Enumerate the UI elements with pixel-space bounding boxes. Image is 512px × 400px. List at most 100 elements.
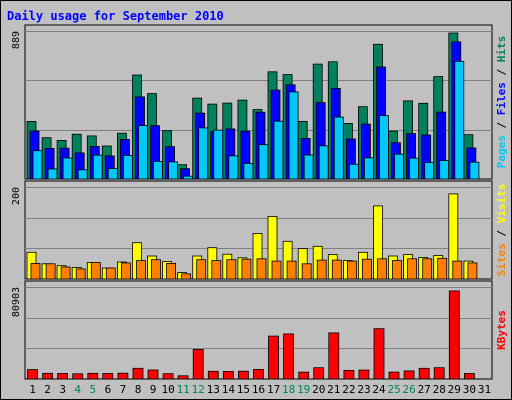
bar-pages-day-29: [454, 60, 465, 180]
bar-sites-day-9: [151, 259, 161, 280]
bar-kbytes-day-19: [298, 371, 310, 380]
x-tick-label-18: 18: [282, 383, 295, 396]
bar-sites-day-7: [121, 262, 131, 280]
bar-sites-day-14: [226, 259, 237, 280]
bar-kbytes-day-8: [132, 367, 144, 380]
bar-kbytes-day-23: [358, 369, 370, 380]
bar-kbytes-day-6: [102, 373, 114, 380]
x-tick-label-12: 12: [192, 383, 205, 396]
bar-pages-day-28: [439, 160, 450, 180]
x-tick-label-9: 9: [150, 383, 157, 396]
x-tick-label-28: 28: [433, 383, 446, 396]
x-tick-label-8: 8: [135, 383, 142, 396]
bar-kbytes-day-26: [403, 370, 415, 380]
bar-pages-day-23: [363, 157, 374, 180]
bar-pages-day-26: [409, 157, 420, 180]
bar-kbytes-day-15: [237, 370, 249, 380]
bar-sites-day-27: [422, 258, 433, 280]
bar-sites-day-12: [196, 259, 207, 280]
bar-pages-day-14: [228, 155, 239, 180]
bar-pages-day-30: [469, 161, 480, 180]
legend-item-kbytes: KBytes: [495, 310, 508, 350]
x-tick-label-19: 19: [297, 383, 310, 396]
x-tick-label-3: 3: [59, 383, 66, 396]
bar-kbytes-day-17: [268, 335, 279, 380]
bar-pages-day-27: [424, 162, 435, 180]
x-tick-label-27: 27: [418, 383, 431, 396]
bar-sites-day-3: [60, 266, 71, 280]
bar-pages-day-11: [183, 175, 194, 180]
legend-item-pages: Pages: [495, 135, 508, 168]
bar-pages-day-9: [153, 160, 163, 180]
bar-kbytes-day-1: [27, 369, 38, 380]
bar-pages-day-7: [123, 155, 133, 180]
bar-sites-day-17: [271, 260, 282, 280]
bar-pages-day-1: [32, 150, 43, 180]
bar-pages-day-21: [333, 116, 344, 180]
bar-sites-day-6: [105, 267, 116, 280]
panel-bottom: [24, 280, 493, 380]
x-tick-label-17: 17: [267, 383, 280, 396]
bar-kbytes-day-5: [87, 372, 99, 380]
bar-kbytes-day-10: [162, 373, 174, 380]
bar-kbytes-day-7: [117, 372, 129, 380]
bar-sites-day-18: [286, 260, 297, 280]
bar-kbytes-day-3: [57, 373, 68, 380]
bar-kbytes-day-28: [433, 367, 445, 380]
bar-pages-day-6: [107, 168, 118, 180]
x-tick-label-22: 22: [342, 383, 355, 396]
bar-sites-day-8: [136, 260, 146, 280]
x-tick-label-25: 25: [387, 383, 400, 396]
legend-bottom: KBytes: [495, 310, 508, 350]
bar-kbytes-day-22: [343, 369, 355, 380]
bar-sites-day-21: [331, 259, 342, 280]
bar-pages-day-17: [273, 120, 284, 180]
bar-kbytes-day-2: [42, 372, 53, 380]
bar-sites-day-20: [316, 259, 327, 280]
bar-pages-day-19: [303, 154, 314, 180]
legend-item-sep: /: [495, 223, 508, 243]
bar-sites-day-22: [346, 260, 357, 280]
y-max-label-bottom: 80903: [11, 287, 22, 317]
bar-sites-day-5: [90, 261, 101, 280]
bar-kbytes-day-27: [418, 367, 430, 380]
y-max-label-top: 889: [11, 31, 22, 49]
legend-item-visits: Visits: [495, 184, 508, 224]
x-tick-label-31: 31: [478, 383, 491, 396]
x-tick-label-20: 20: [312, 383, 325, 396]
legend-middle: Sites / Visits: [495, 184, 508, 277]
bar-sites-day-10: [166, 262, 177, 280]
legend-item-hits: Hits: [495, 36, 508, 63]
x-tick-label-6: 6: [105, 383, 112, 396]
bar-kbytes-day-11: [177, 375, 189, 380]
bar-pages-day-2: [47, 168, 58, 180]
bar-sites-day-28: [437, 257, 448, 280]
bar-sites-day-13: [211, 260, 222, 280]
bar-pages-day-18: [288, 91, 299, 180]
x-tick-label-14: 14: [222, 383, 236, 396]
legend-item-sites: Sites: [495, 243, 508, 276]
chart-title: Daily usage for September 2010: [7, 9, 224, 23]
bar-sites-day-11: [181, 273, 192, 280]
bar-sites-day-23: [361, 258, 372, 280]
bar-kbytes-day-30: [463, 373, 475, 380]
legend-item-sep: /: [495, 115, 508, 135]
bar-pages-day-4: [77, 169, 88, 180]
bar-sites-day-19: [301, 263, 312, 280]
x-tick-label-15: 15: [237, 383, 250, 396]
bar-kbytes-day-4: [72, 373, 84, 380]
bar-kbytes-day-12: [192, 348, 204, 380]
bar-pages-day-15: [243, 162, 254, 180]
x-tick-label-29: 29: [448, 383, 461, 396]
bar-pages-day-5: [92, 154, 103, 180]
x-tick-label-26: 26: [402, 383, 415, 396]
bar-kbytes-day-16: [253, 368, 264, 380]
bar-sites-day-25: [392, 260, 402, 280]
bar-pages-day-8: [138, 125, 148, 180]
x-tick-label-13: 13: [207, 383, 220, 396]
x-tick-label-2: 2: [44, 383, 51, 396]
bar-kbytes-day-18: [283, 333, 295, 380]
bar-sites-day-15: [241, 258, 252, 280]
bar-sites-day-26: [407, 258, 418, 280]
bar-sites-day-29: [452, 260, 463, 280]
